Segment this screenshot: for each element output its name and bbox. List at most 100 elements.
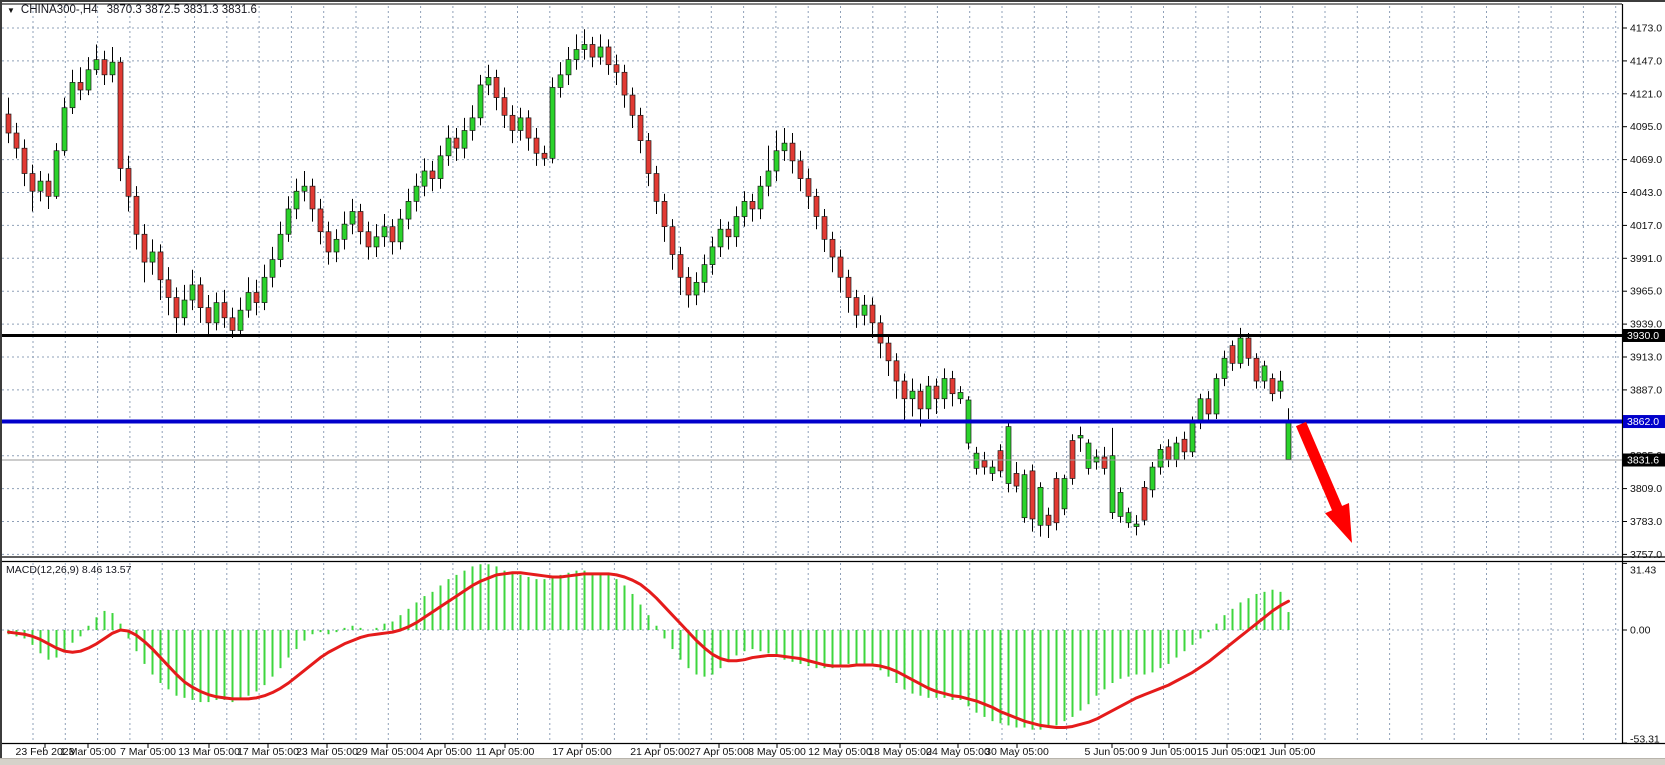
bear-candle-body [821, 216, 828, 240]
bull-candle-body [109, 61, 116, 76]
bull-candle-body [717, 228, 724, 248]
bull-candle-body [245, 292, 252, 311]
bull-candle-body [1173, 442, 1180, 460]
bear-candle-body [533, 137, 540, 154]
time-axis-label: 4 Apr 05:00 [418, 746, 472, 758]
bear-candle-body [157, 251, 164, 281]
bear-candle-body [829, 238, 836, 258]
bear-candle-body [1269, 378, 1276, 395]
bull-candle-body [1037, 486, 1044, 526]
bear-candle-body [997, 450, 1004, 472]
bear-candle-body [453, 137, 460, 149]
price-axis-label: 4121.0 [1630, 88, 1662, 100]
bull-candle-body [261, 276, 268, 303]
bear-candle-body [845, 276, 852, 298]
bear-candle-body [389, 226, 396, 243]
bull-candle-body [765, 170, 772, 187]
bull-candle-body [557, 74, 564, 88]
price-badge [1623, 415, 1665, 429]
price-axis-label: 4095.0 [1630, 121, 1662, 133]
trend-arrow-head[interactable] [1325, 502, 1352, 543]
bear-candle-body [645, 140, 652, 174]
time-axis-label: 23 Mar 05:00 [296, 746, 358, 758]
bull-candle-body [269, 259, 276, 278]
bull-candle-body [941, 378, 948, 400]
bear-candle-body [77, 82, 84, 91]
price-axis-label: 3757.0 [1630, 549, 1662, 561]
candles-layer [5, 29, 1292, 538]
time-axis-label: 24 May 05:00 [926, 746, 990, 758]
bull-candle-body [1005, 426, 1012, 484]
bear-candle-body [1245, 337, 1252, 359]
macd-axis-label: 0.00 [1630, 625, 1651, 637]
bear-candle-body [229, 317, 236, 331]
price-axis-label: 3913.0 [1630, 352, 1662, 364]
time-axis-label: 11 Apr 05:00 [476, 746, 535, 758]
bull-candle-body [373, 236, 380, 248]
bear-candle-body [21, 147, 28, 174]
time-axis-label: 27 Apr 05:00 [689, 746, 749, 758]
bull-candle-body [1125, 512, 1132, 524]
time-gridlines [32, 6, 1617, 742]
price-badge [1623, 453, 1665, 467]
bear-candle-body [5, 113, 12, 134]
bear-candle-body [317, 208, 324, 233]
macd-indicator-label: MACD(12,26,9) 8.46 13.57 [6, 564, 132, 576]
bull-candle-body [485, 76, 492, 86]
time-axis-label: 21 Jun 05:00 [1255, 746, 1316, 758]
bear-candle-body [205, 307, 212, 324]
bull-candle-body [413, 185, 420, 202]
bear-candle-body [901, 380, 908, 400]
bull-candle-body [53, 150, 60, 197]
bull-candle-body [757, 185, 764, 210]
bear-candle-body [45, 180, 52, 197]
bear-candle-body [933, 385, 940, 400]
time-axis-label: 18 May 05:00 [868, 746, 932, 758]
price-axis-label: 4043.0 [1630, 187, 1662, 199]
bull-candle-body [61, 107, 68, 152]
price-axis-label: 4147.0 [1630, 55, 1662, 67]
bull-candle-body [405, 201, 412, 220]
bull-candle-body [437, 155, 444, 179]
bear-candle-body [501, 97, 508, 116]
bear-candle-body [629, 94, 636, 116]
bull-candle-body [1189, 421, 1196, 453]
time-axis-label: 17 Apr 05:00 [552, 746, 612, 758]
bull-candle-body [1157, 449, 1164, 468]
trend-arrow-shaft[interactable] [1295, 421, 1345, 516]
time-axis-label: 9 Jun 05:00 [1142, 746, 1197, 758]
bear-candle-body [669, 226, 676, 255]
bull-candle-body [301, 185, 308, 192]
bear-candle-body [677, 254, 684, 278]
bear-candle-body [325, 231, 332, 253]
bear-candle-body [1069, 440, 1076, 479]
bear-candle-body [197, 284, 204, 308]
bear-candle-body [877, 322, 884, 344]
bear-candle-body [789, 142, 796, 162]
window-border-top [0, 0, 1665, 2]
bull-candle-body [1133, 523, 1140, 527]
bull-candle-body [213, 302, 220, 324]
bull-candle-body [85, 69, 92, 91]
bull-candle-body [549, 87, 556, 159]
bull-candle-body [1077, 435, 1084, 439]
trend-arrow[interactable] [1295, 421, 1352, 543]
bull-candle-body [477, 84, 484, 119]
bear-candle-body [141, 233, 148, 263]
bear-candle-body [589, 44, 596, 58]
symbol-dropdown-icon[interactable]: ▼ [7, 5, 15, 15]
bear-candle-body [749, 201, 756, 210]
bear-candle-body [253, 292, 260, 303]
symbol-period-label: CHINA300-,H4 [20, 4, 98, 16]
bear-candle-body [1029, 470, 1036, 520]
time-axis-label: 30 May 05:00 [985, 746, 1049, 758]
time-axis-label: 29 Mar 05:00 [356, 746, 418, 758]
time-axis-label: 12 May 05:00 [808, 746, 872, 758]
bull-candle-body [701, 264, 708, 283]
bull-candle-body [37, 180, 44, 192]
bull-candle-body [1021, 474, 1028, 519]
bear-candle-body [101, 59, 108, 76]
bear-candle-body [13, 132, 20, 149]
